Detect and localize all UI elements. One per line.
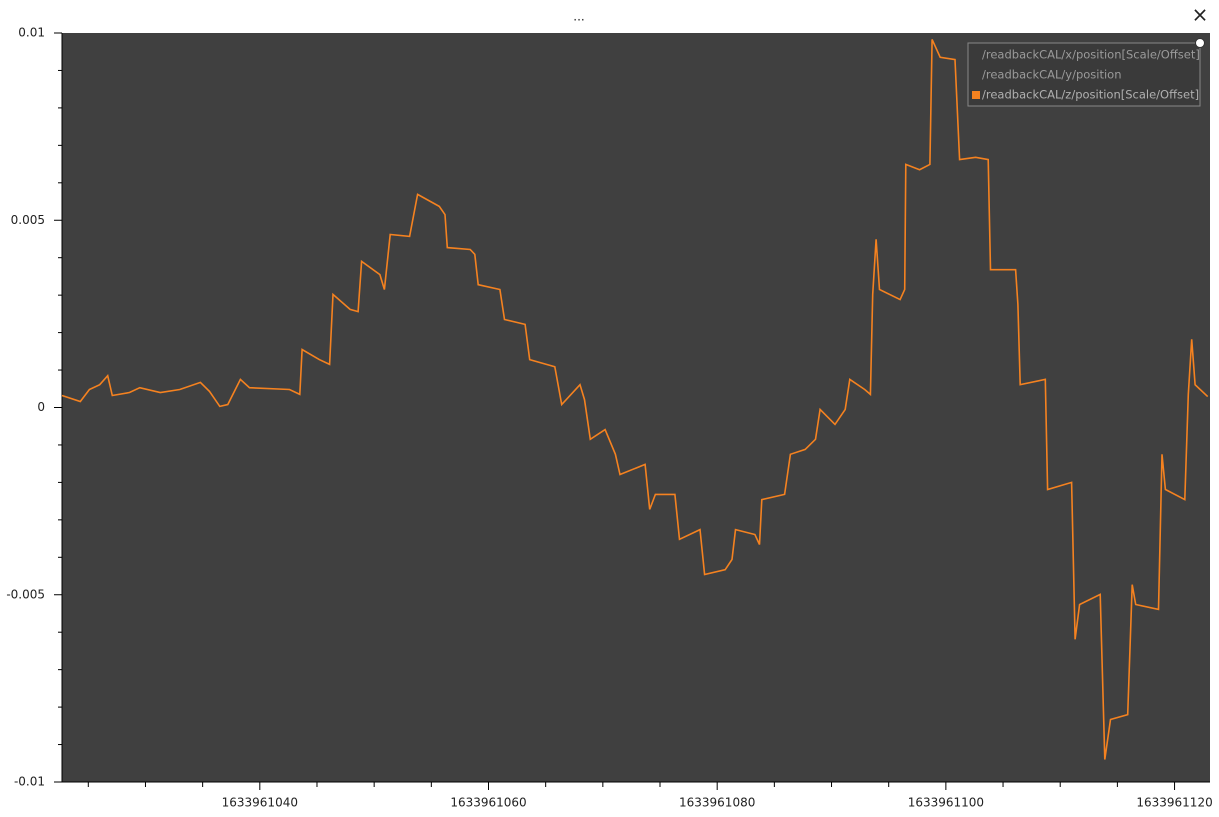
y-tick-label: 0.005 [11,213,45,227]
window-title: ... [573,10,584,24]
x-tick-label: 1633961120 [1136,796,1212,810]
legend-entry-hidden: /readbackCAL/x/position[Scale/Offset] [982,48,1200,62]
legend-handle [1195,38,1205,48]
x-tick-label: 1633961060 [450,796,526,810]
close-button[interactable]: × [1192,3,1209,27]
y-tick-label: -0.01 [14,775,45,789]
y-tick-label: 0 [37,400,45,414]
plot-area [62,33,1210,782]
y-tick-label: 0.01 [18,26,45,40]
x-tick-label: 1633961080 [679,796,755,810]
legend-entry: /readbackCAL/z/position[Scale/Offset] [982,88,1199,102]
x-tick-label: 1633961100 [908,796,984,810]
data-line [61,39,1209,760]
legend-swatch [972,91,980,99]
x-tick-label: 1633961040 [222,796,298,810]
legend-entry-hidden: /readbackCAL/y/position [982,68,1122,82]
y-tick-label: -0.005 [6,587,45,601]
legend [967,42,1201,107]
